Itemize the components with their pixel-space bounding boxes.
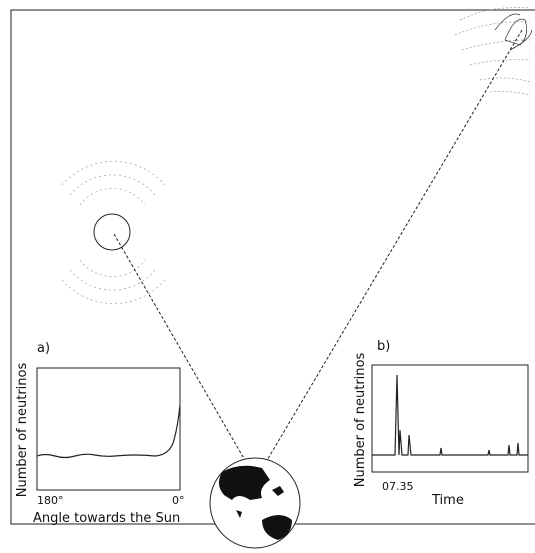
- panel-label: a): [37, 341, 50, 356]
- frame: [10, 9, 535, 525]
- path-supernova: [113, 233, 247, 463]
- x-axis-label: Time: [431, 493, 464, 508]
- x-tick-label: 0°: [172, 494, 185, 507]
- panel-a: a) Number of neutrinos 180° 0° Angle tow…: [15, 341, 185, 526]
- path-sun: [265, 29, 523, 463]
- supernova-waves: [61, 161, 166, 304]
- supernova: [93, 213, 131, 251]
- x-tick-label: 07.35: [382, 480, 414, 493]
- x-axis-label: Angle towards the Sun: [33, 511, 180, 526]
- earth: [209, 457, 301, 549]
- y-axis-label: Number of neutrinos: [353, 353, 368, 488]
- panel-label: b): [377, 339, 390, 354]
- sun: [454, 7, 533, 96]
- panel-b: b) Number of neutrinos 07.35 Time: [353, 339, 529, 508]
- y-axis-label: Number of neutrinos: [15, 363, 30, 498]
- x-tick-label: 180°: [37, 494, 64, 507]
